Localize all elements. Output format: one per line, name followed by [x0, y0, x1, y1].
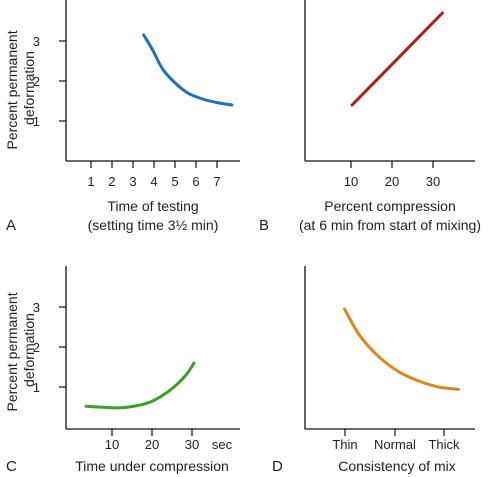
x-tick-label: 2 — [108, 174, 115, 189]
panel-b: 10 20 30 Percent compression (at 6 min f… — [259, 0, 481, 234]
x-axis-label: (at 6 min from start of mixing) — [299, 217, 481, 233]
x-tick-label: 20 — [385, 174, 399, 189]
data-series-line — [144, 35, 232, 105]
y-tick-label: 1 — [33, 380, 40, 395]
panel-letter: A — [6, 217, 16, 234]
y-tick-label: 2 — [33, 340, 40, 355]
panel-c: Percent permanent deformation 3 2 1 10 2… — [4, 266, 240, 475]
x-tick-label: 30 — [426, 174, 440, 189]
data-series-line — [345, 309, 459, 389]
x-tick-label: 1 — [87, 174, 94, 189]
x-tick-label: 10 — [344, 174, 358, 189]
x-axis-label: Time under compression — [75, 458, 229, 474]
x-unit-label: sec — [212, 437, 233, 452]
panel-a: Percent permanent deformation 3 2 1 1 2 … — [4, 0, 240, 234]
panel-letter: D — [272, 458, 283, 475]
x-axis-label: Time of testing — [107, 198, 198, 214]
x-tick-label: 10 — [105, 437, 119, 452]
y-tick-label: 1 — [33, 114, 40, 129]
y-tick-label: 3 — [33, 34, 40, 49]
y-tick-label: 2 — [33, 74, 40, 89]
x-tick-label: 7 — [213, 174, 220, 189]
data-series-line — [86, 363, 194, 408]
x-tick-label: Thin — [332, 437, 357, 452]
x-axis-label: Percent compression — [324, 198, 456, 214]
x-tick-label: 3 — [129, 174, 136, 189]
panel-letter: B — [259, 217, 269, 234]
x-tick-label: 30 — [185, 437, 199, 452]
panel-d: Thin Normal Thick Consistency of mix D — [272, 266, 475, 475]
x-tick-label: 5 — [171, 174, 178, 189]
y-tick-label: 3 — [33, 300, 40, 315]
x-axis-label: Consistency of mix — [338, 458, 455, 474]
panel-letter: C — [6, 458, 17, 475]
data-series-line — [352, 13, 442, 105]
x-tick-label: 20 — [145, 437, 159, 452]
x-tick-label: 6 — [192, 174, 199, 189]
x-tick-label: Thick — [428, 437, 460, 452]
x-axis-label: (setting time 3½ min) — [88, 217, 219, 233]
x-tick-label: Normal — [374, 437, 416, 452]
x-tick-label: 4 — [150, 174, 157, 189]
